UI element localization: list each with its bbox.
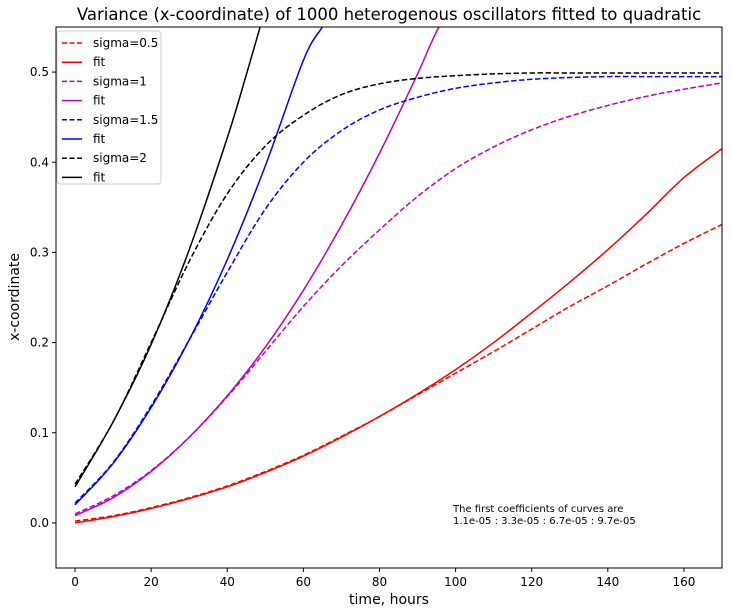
y-tick-label: 0.1 — [30, 426, 49, 440]
x-tick-label: 120 — [520, 575, 543, 589]
y-tick-label: 0.4 — [30, 155, 49, 169]
x-tick-label: 40 — [220, 575, 235, 589]
legend-box — [56, 30, 162, 185]
series-line-data-6 — [74, 72, 722, 485]
plot-frame — [55, 26, 723, 569]
legend-label: sigma=1.5 — [93, 113, 158, 127]
y-tick-label: 0.2 — [30, 336, 49, 350]
annotation: The first coefficients of curves are 1.1… — [452, 504, 636, 527]
series-layer — [74, 27, 722, 524]
legend-label: fit — [93, 94, 106, 108]
y-axis-label: x-coordinate — [7, 253, 23, 341]
x-axis-label: time, hours — [349, 592, 429, 608]
legend-label: sigma=1 — [93, 74, 147, 88]
annotation-line-2: 1.1e-05 : 3.3e-05 : 6.7e-05 : 9.7e-05 — [453, 516, 636, 527]
series-line-data-4 — [74, 75, 722, 504]
chart-title: Variance (x-coordinate) of 1000 heteroge… — [77, 5, 701, 24]
x-tick-label: 80 — [372, 575, 387, 589]
y-tick-label: 0.5 — [30, 65, 49, 79]
x-tick-label: 160 — [672, 575, 695, 589]
annotation-line-1: The first coefficients of curves are — [452, 504, 623, 515]
x-tick-label: 0 — [71, 575, 79, 589]
x-tick-label: 140 — [596, 575, 619, 589]
y-axis-ticks: 0.0 0.1 0.2 0.3 0.4 0.5 — [30, 65, 56, 530]
x-axis-ticks: 0 20 40 60 80 100 120 140 160 — [71, 568, 695, 589]
x-tick-label: 60 — [296, 575, 311, 589]
x-tick-label: 100 — [444, 575, 467, 589]
y-tick-label: 0.0 — [30, 516, 49, 530]
legend-label: fit — [93, 170, 106, 184]
legend-label: sigma=0.5 — [93, 36, 158, 50]
series-line-fit-7 — [74, 27, 261, 488]
legend-label: sigma=2 — [93, 151, 147, 165]
legend: sigma=0.5 fit sigma=1 fit sigma=1.5 fit sigma=… — [56, 30, 162, 185]
legend-label: fit — [93, 132, 106, 146]
series-line-fit-5 — [74, 27, 324, 506]
legend-label: fit — [93, 55, 106, 69]
series-line-fit-3 — [74, 27, 440, 517]
x-tick-label: 20 — [144, 575, 159, 589]
series-line-fit-1 — [74, 148, 722, 524]
y-tick-label: 0.3 — [30, 245, 49, 259]
